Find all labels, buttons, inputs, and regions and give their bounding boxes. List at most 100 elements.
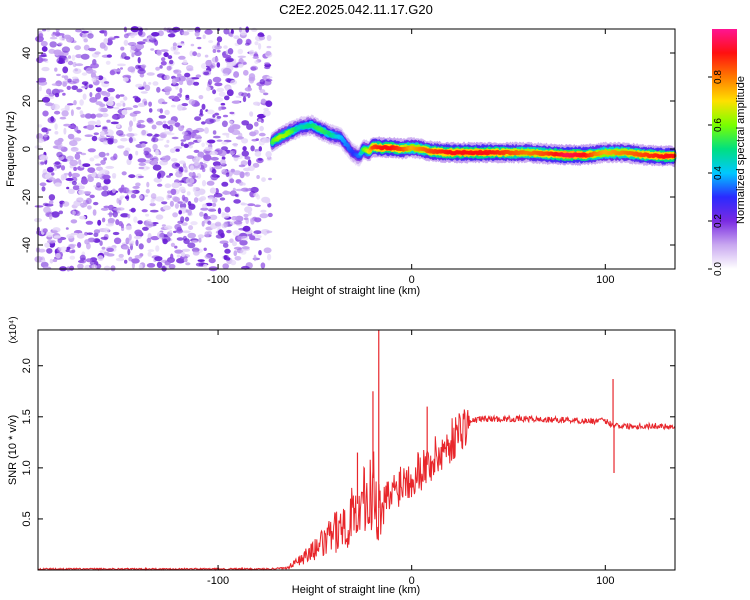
- noise-blob: [178, 55, 186, 60]
- noise-blob: [138, 263, 143, 270]
- noise-blob: [233, 71, 240, 78]
- noise-blob: [76, 88, 83, 93]
- noise-blob: [193, 81, 200, 86]
- noise-blob: [170, 158, 178, 162]
- noise-blob: [132, 185, 140, 189]
- noise-blob: [89, 97, 98, 103]
- noise-blob: [253, 101, 261, 106]
- noise-blob: [130, 194, 137, 199]
- noise-blob: [148, 82, 152, 85]
- noise-blob: [108, 211, 113, 218]
- noise-blob: [138, 27, 144, 32]
- noise-blob: [231, 216, 239, 221]
- noise-blob: [38, 54, 48, 58]
- noise-blob: [76, 232, 85, 239]
- noise-blob: [39, 182, 47, 187]
- noise-blob: [58, 52, 65, 56]
- noise-blob: [46, 166, 54, 173]
- noise-blob: [38, 33, 44, 38]
- noise-blob: [214, 45, 223, 50]
- noise-blob: [102, 185, 109, 191]
- noise-blob: [265, 50, 272, 56]
- noise-blob: [216, 49, 221, 53]
- noise-blob: [53, 166, 57, 171]
- noise-blob: [37, 138, 44, 144]
- noise-blob: [176, 42, 185, 46]
- noise-blob: [69, 255, 76, 260]
- noise-blob: [180, 139, 187, 142]
- noise-blob: [250, 186, 259, 193]
- noise-blob: [128, 153, 133, 161]
- noise-blob: [169, 148, 176, 154]
- snr-y-label: SNR (10 * v/v): [7, 415, 19, 485]
- noise-blob: [218, 91, 226, 97]
- noise-blob: [66, 158, 70, 162]
- noise-blob: [212, 135, 221, 139]
- noise-blob: [87, 205, 92, 210]
- noise-blob: [34, 256, 43, 263]
- noise-blob: [116, 207, 125, 211]
- noise-blob: [137, 68, 146, 75]
- noise-blob: [41, 127, 48, 133]
- noise-blob: [70, 219, 78, 224]
- snr-frame: [37, 329, 676, 571]
- noise-blob: [207, 207, 216, 212]
- noise-blob: [40, 261, 49, 268]
- noise-blob: [69, 140, 78, 147]
- noise-blob: [102, 126, 108, 130]
- noise-blob: [238, 181, 244, 186]
- noise-blob: [106, 100, 114, 107]
- noise-blob: [62, 66, 69, 74]
- noise-blob: [128, 137, 133, 144]
- noise-blob: [249, 49, 255, 56]
- noise-blob: [86, 232, 93, 235]
- noise-blob: [213, 192, 223, 198]
- noise-blob: [117, 145, 125, 149]
- noise-blob: [216, 36, 223, 43]
- noise-blob: [90, 113, 97, 119]
- noise-blob: [93, 155, 100, 159]
- noise-blob: [79, 99, 84, 106]
- noise-blob: [232, 142, 238, 146]
- noise-blob: [69, 265, 75, 271]
- noise-blob: [99, 169, 109, 174]
- noise-blob: [143, 101, 148, 106]
- noise-blob: [265, 151, 272, 158]
- noise-blob: [156, 49, 162, 56]
- noise-blob: [171, 182, 180, 189]
- noise-blob: [108, 204, 114, 211]
- noise-blob: [99, 42, 106, 49]
- noise-blob: [203, 247, 207, 251]
- noise-blob: [158, 233, 165, 239]
- noise-blob: [265, 100, 273, 107]
- noise-blob: [206, 109, 215, 115]
- noise-blob: [224, 257, 231, 261]
- noise-blob: [234, 194, 239, 197]
- noise-blob: [122, 245, 130, 250]
- ridge-point: [672, 153, 677, 158]
- noise-blob: [66, 246, 71, 250]
- noise-blob: [43, 134, 48, 138]
- noise-blob: [249, 235, 256, 241]
- noise-blob: [68, 171, 72, 178]
- noise-blob: [61, 110, 69, 117]
- noise-blob: [183, 258, 188, 263]
- noise-blob: [176, 237, 184, 241]
- noise-blob: [238, 164, 246, 168]
- noise-blob: [179, 180, 185, 183]
- noise-blob: [42, 228, 48, 234]
- noise-blob: [216, 62, 221, 68]
- noise-blob: [174, 245, 178, 249]
- noise-blob: [103, 157, 107, 161]
- colorbar-gradient: [712, 29, 737, 269]
- noise-blob: [258, 85, 262, 91]
- noise-blob: [208, 40, 214, 44]
- noise-blob: [59, 116, 67, 120]
- noise-blob: [141, 143, 146, 148]
- noise-blob: [196, 52, 202, 58]
- noise-blob: [172, 212, 179, 218]
- noise-blob: [91, 77, 97, 83]
- noise-blob: [246, 123, 254, 130]
- noise-blob: [137, 158, 147, 163]
- noise-blob: [178, 186, 186, 193]
